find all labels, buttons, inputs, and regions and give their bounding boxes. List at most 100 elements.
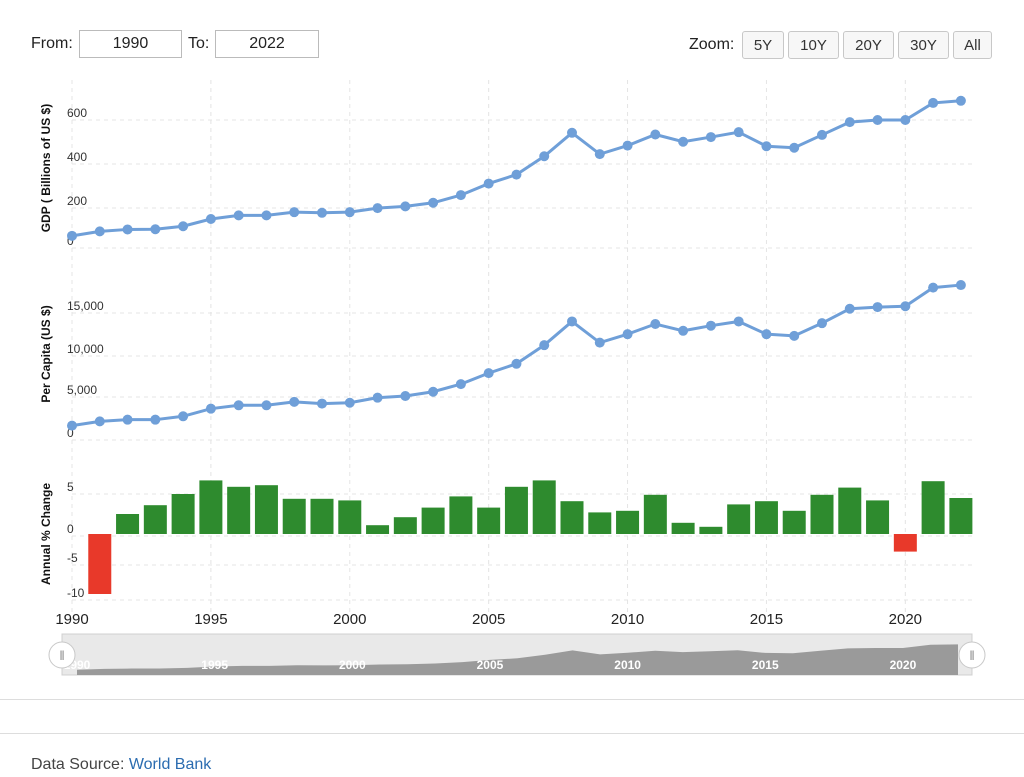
divider-top bbox=[0, 699, 1024, 700]
bar bbox=[810, 494, 834, 534]
data-point bbox=[455, 190, 466, 201]
data-point bbox=[872, 115, 883, 125]
to-label: To: bbox=[188, 35, 210, 52]
data-source: Data Source: World Bank bbox=[31, 756, 211, 774]
from-label: From: bbox=[31, 35, 73, 52]
data-point bbox=[594, 149, 605, 160]
zoom-20y-button[interactable]: 20Y bbox=[843, 31, 894, 59]
bar bbox=[282, 498, 306, 534]
navigator-handle-left[interactable] bbox=[48, 641, 76, 669]
data-point bbox=[150, 414, 161, 425]
data-point bbox=[789, 142, 800, 153]
data-point bbox=[567, 127, 577, 138]
data-point bbox=[372, 392, 383, 403]
data-point bbox=[400, 201, 411, 212]
y-tick-label: 200 bbox=[67, 194, 87, 208]
data-point bbox=[122, 224, 133, 235]
bar bbox=[310, 498, 334, 534]
y-tick-label: 5 bbox=[67, 480, 74, 494]
zoom-all-button[interactable]: All bbox=[953, 31, 992, 59]
data-point bbox=[122, 414, 133, 425]
bar bbox=[893, 534, 917, 552]
y-tick-label: 0 bbox=[67, 426, 74, 440]
data-point bbox=[955, 95, 966, 106]
data-point bbox=[955, 280, 966, 291]
bar bbox=[532, 480, 556, 534]
zoom-5y-button[interactable]: 5Y bbox=[742, 31, 784, 59]
data-point bbox=[817, 318, 827, 329]
x-tick-label: 2010 bbox=[611, 611, 644, 628]
x-tick-label: 2000 bbox=[333, 611, 366, 628]
data-point bbox=[678, 136, 689, 147]
data-point bbox=[733, 316, 744, 327]
data-point bbox=[678, 325, 689, 336]
data-source-link[interactable]: World Bank bbox=[128, 756, 212, 773]
bar bbox=[449, 496, 473, 534]
data-point bbox=[344, 397, 355, 408]
from-date-input[interactable] bbox=[79, 30, 182, 58]
data-point bbox=[928, 97, 939, 108]
bar bbox=[921, 481, 945, 534]
bar bbox=[227, 486, 251, 534]
navigator-handle-grip: ǁ bbox=[59, 648, 64, 663]
bar bbox=[838, 487, 862, 534]
data-point bbox=[400, 390, 411, 401]
x-tick-label: 1995 bbox=[194, 611, 227, 628]
data-point bbox=[705, 320, 716, 331]
y-tick-label: 10,000 bbox=[67, 342, 104, 356]
bar bbox=[699, 526, 723, 534]
to-date-input[interactable] bbox=[215, 30, 319, 58]
data-point bbox=[94, 226, 105, 237]
data-point bbox=[428, 197, 439, 208]
data-point bbox=[233, 400, 244, 411]
data-point bbox=[317, 398, 327, 409]
data-point bbox=[261, 210, 272, 221]
y-tick-label: 5,000 bbox=[67, 383, 97, 397]
bar bbox=[643, 494, 667, 534]
bar bbox=[254, 485, 278, 534]
x-tick-label: 2005 bbox=[472, 611, 505, 628]
data-point bbox=[789, 330, 800, 341]
data-point bbox=[205, 213, 216, 224]
bar bbox=[754, 501, 778, 534]
bar bbox=[866, 500, 890, 534]
chart-toolbar: From: To: Zoom: 5Y 10Y 20Y 30Y All bbox=[0, 0, 1024, 70]
series-line bbox=[71, 283, 962, 428]
zoom-30y-button[interactable]: 30Y bbox=[898, 31, 949, 59]
bar bbox=[421, 507, 445, 534]
data-point bbox=[622, 329, 633, 340]
data-point bbox=[150, 224, 161, 235]
x-tick-label: 2020 bbox=[889, 611, 922, 628]
bar bbox=[116, 514, 140, 534]
navigator-tick-label: 2015 bbox=[752, 658, 779, 672]
navigator-handle-right[interactable] bbox=[958, 641, 986, 669]
navigator-tick-label: 2010 bbox=[614, 658, 641, 672]
zoom-10y-button[interactable]: 10Y bbox=[788, 31, 839, 59]
data-point bbox=[733, 127, 744, 138]
data-point bbox=[178, 411, 189, 422]
y-axis-label: Annual % Change bbox=[39, 483, 53, 585]
data-point bbox=[594, 337, 605, 348]
data-point bbox=[622, 140, 633, 151]
data-point bbox=[539, 151, 550, 162]
data-point bbox=[650, 319, 661, 330]
data-point bbox=[761, 141, 772, 152]
data-point bbox=[455, 379, 466, 390]
data-point bbox=[67, 420, 77, 431]
y-tick-label: -10 bbox=[67, 586, 85, 600]
navigator-tick-label: 2005 bbox=[477, 658, 504, 672]
y-tick-label: 0 bbox=[67, 234, 74, 248]
data-point bbox=[705, 132, 716, 143]
y-tick-label: -5 bbox=[67, 551, 78, 565]
data-point bbox=[483, 368, 494, 379]
data-point bbox=[94, 416, 105, 427]
bar bbox=[727, 504, 751, 534]
data-point bbox=[289, 207, 300, 218]
data-point bbox=[900, 301, 911, 312]
bar bbox=[782, 510, 806, 534]
zoom-label: Zoom: bbox=[689, 36, 735, 53]
data-point bbox=[844, 117, 855, 128]
data-point bbox=[872, 302, 883, 313]
data-point bbox=[761, 329, 772, 340]
navigator-tick-label: 2000 bbox=[339, 658, 366, 672]
